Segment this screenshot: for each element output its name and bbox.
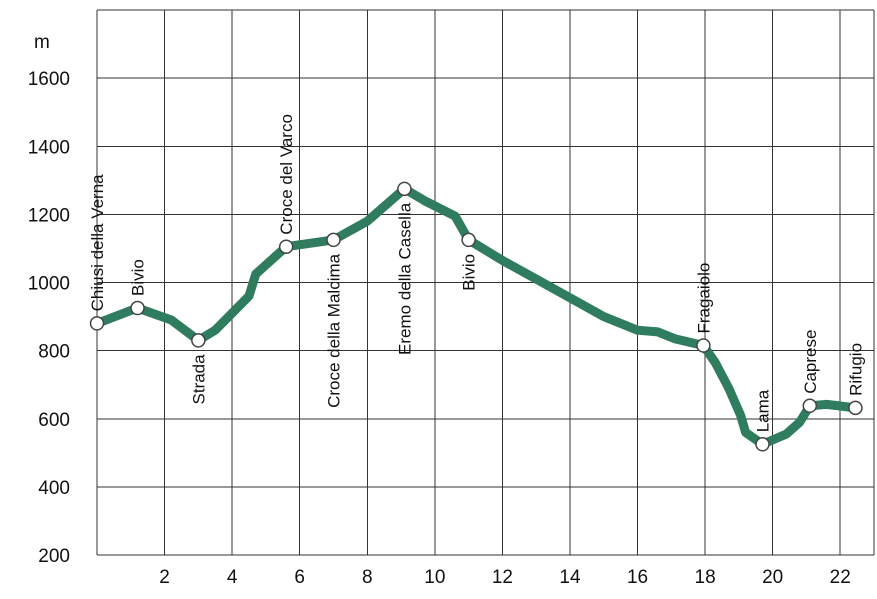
waypoint-label: Croce della Malcima [325,253,344,408]
y-tick-label: 600 [38,410,70,431]
y-tick-label: 1400 [28,137,70,158]
waypoint-marker [191,333,206,348]
x-tick-label: 22 [830,567,851,588]
waypoint-marker [802,398,818,414]
waypoint-marker [278,239,294,254]
waypoint-label: Caprese [801,330,820,394]
grid [96,9,875,556]
waypoint-label: Bivio [460,254,479,291]
y-tick-label: 800 [38,342,70,363]
waypoint-label: Eremo della Casella [395,202,414,355]
waypoint-marker [848,400,863,416]
elevation-line [92,184,860,449]
waypoint-marker [755,437,770,452]
waypoint-label: Rifugio [846,343,865,396]
waypoint-marker [89,316,105,331]
x-tick-label: 8 [362,567,373,588]
y-tick-label: 1600 [28,69,70,90]
x-tick-label: 2 [159,567,170,588]
waypoint-label: Lama [754,389,773,432]
x-tick-label: 6 [294,567,305,588]
waypoint-labels: Chiusi della Verna Bivio Strada Croce del V… [88,114,865,432]
y-tick-label: 200 [38,546,70,567]
waypoint-label: Chiusi della Verna [88,174,107,312]
waypoint-marker [461,232,476,248]
waypoint-marker [326,232,341,248]
x-tick-label: 4 [227,567,238,588]
x-tick-label: 16 [627,567,648,588]
y-axis-ticks: 200 400 600 800 1000 1200 1400 1600 [28,69,70,567]
x-axis-ticks: 2 4 6 8 10 12 14 16 18 20 22 [159,567,851,588]
waypoint-marker [696,338,711,353]
x-tick-label: 20 [762,567,783,588]
waypoint-marker [130,300,145,316]
x-tick-label: 10 [424,567,445,588]
waypoint-label: Fragaiolo [694,263,713,334]
series-elevation [92,184,860,449]
y-tick-label: 1200 [28,205,70,226]
waypoints [89,181,863,452]
x-tick-label: 18 [695,567,716,588]
waypoint-label: Croce del Varco [277,114,296,235]
waypoint-label: Strada [189,354,208,405]
waypoint-marker [397,181,412,197]
y-tick-label: 1000 [28,274,70,295]
waypoint-label: Bivio [129,259,148,296]
x-tick-label: 12 [492,567,513,588]
y-axis-unit-label: m [34,32,50,53]
y-tick-label: 400 [38,478,70,499]
x-tick-label: 14 [559,567,581,588]
